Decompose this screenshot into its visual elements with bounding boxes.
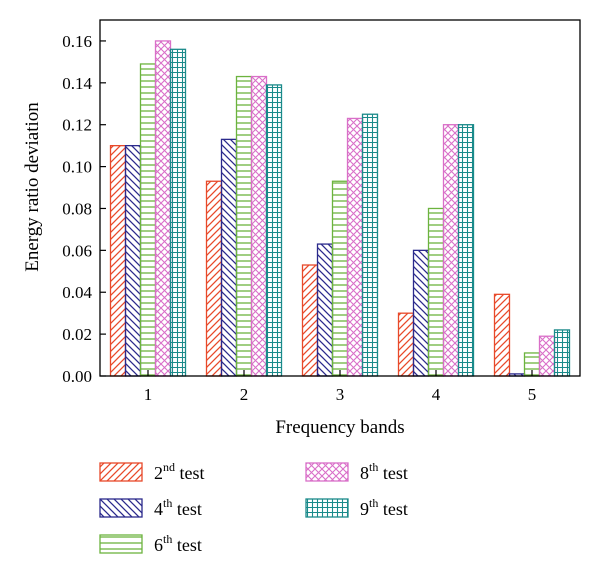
legend-item: 4th test xyxy=(99,496,202,519)
legend-label: 2nd test xyxy=(154,460,205,483)
bar-4-band-4 xyxy=(412,249,430,377)
bar-6-band-4 xyxy=(427,207,445,377)
y-axis-title: Energy ratio deviation xyxy=(22,102,43,272)
bar-8-band-1 xyxy=(154,40,172,377)
bar-2-band-2 xyxy=(205,180,223,377)
legend: 2nd test 4th test 6th test 8th test 9th test xyxy=(99,460,408,555)
bar-9-band-5 xyxy=(553,329,571,377)
legend-item: 2nd test xyxy=(99,460,205,483)
plot-area xyxy=(109,40,571,377)
x-tick-label: 5 xyxy=(528,385,537,404)
bar-8-band-3 xyxy=(346,117,364,377)
legend-item: 6th test xyxy=(99,532,202,555)
bar-9-band-4 xyxy=(457,124,475,377)
legend-swatch xyxy=(99,462,143,482)
bar-4-band-1 xyxy=(124,144,142,377)
y-tick-label: 0.00 xyxy=(62,367,92,386)
bar-2-band-1 xyxy=(109,144,127,377)
y-tick-label: 0.08 xyxy=(62,199,92,218)
legend-swatch xyxy=(305,498,349,518)
x-tick-label: 2 xyxy=(240,385,249,404)
y-tick-label: 0.04 xyxy=(62,283,92,302)
bar-4-band-3 xyxy=(316,243,334,377)
y-tick-label: 0.02 xyxy=(62,325,92,344)
x-tick-label: 4 xyxy=(432,385,441,404)
legend-item: 8th test xyxy=(305,460,408,483)
legend-swatch xyxy=(99,498,143,518)
y-tick-label: 0.12 xyxy=(62,116,92,135)
y-tick-label: 0.14 xyxy=(62,74,92,93)
bar-8-band-4 xyxy=(442,124,460,377)
axes: 0.00 0.02 0.04 0.06 0.08 0.10 0.12 0.14 0.16 1 2 3 4… xyxy=(62,19,581,404)
bar-6-band-2 xyxy=(235,75,253,377)
x-tick-label: 1 xyxy=(144,385,153,404)
bar-8-band-2 xyxy=(250,75,268,377)
bar-2-band-5 xyxy=(493,293,511,377)
bar-9-band-2 xyxy=(265,84,283,377)
bar-8-band-5 xyxy=(538,335,556,377)
legend-label: 8th test xyxy=(360,460,408,483)
x-tick-label: 3 xyxy=(336,385,345,404)
legend-swatch xyxy=(305,462,349,482)
legend-label: 4th test xyxy=(154,496,202,519)
bar-9-band-1 xyxy=(169,48,187,377)
bar-2-band-3 xyxy=(301,264,319,377)
y-tick-label: 0.10 xyxy=(62,158,92,177)
legend-label: 9th test xyxy=(360,496,408,519)
bar-6-band-3 xyxy=(331,180,349,377)
bar-2-band-4 xyxy=(397,312,415,377)
legend-label: 6th test xyxy=(154,532,202,555)
bar-9-band-3 xyxy=(361,113,379,377)
bar-6-band-1 xyxy=(139,63,157,377)
y-tick-label: 0.16 xyxy=(62,32,92,51)
bar-4-band-2 xyxy=(220,138,238,377)
legend-swatch xyxy=(99,534,143,554)
y-tick-label: 0.06 xyxy=(62,241,92,260)
x-axis-title: Frequency bands xyxy=(275,417,404,438)
legend-item: 9th test xyxy=(305,496,408,519)
